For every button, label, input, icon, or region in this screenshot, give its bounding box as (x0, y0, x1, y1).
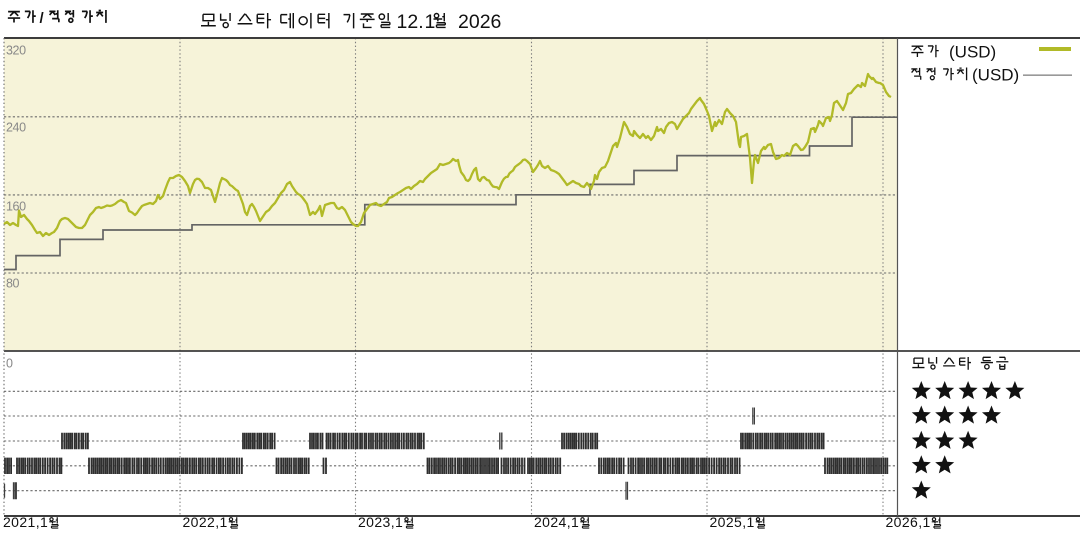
svg-text:12.: 12. (397, 11, 424, 33)
svg-text:2021,1: 2021,1 (3, 514, 48, 530)
svg-text:0: 0 (6, 357, 13, 371)
svg-text:2022,1: 2022,1 (183, 514, 228, 530)
svg-text:320: 320 (6, 43, 26, 57)
svg-text:2025,1: 2025,1 (710, 514, 755, 530)
svg-text:2023,1: 2023,1 (358, 514, 403, 530)
svg-text:2026,1: 2026,1 (886, 514, 931, 530)
svg-text:240: 240 (6, 120, 26, 134)
svg-text:2026: 2026 (458, 11, 501, 33)
svg-text:(USD): (USD) (949, 43, 996, 62)
svg-text:80: 80 (6, 277, 20, 291)
svg-text:1: 1 (425, 11, 436, 33)
svg-text:2024,1: 2024,1 (534, 514, 579, 530)
svg-text:160: 160 (6, 199, 26, 213)
svg-text:(USD): (USD) (972, 66, 1019, 85)
svg-text:/: / (40, 10, 45, 27)
